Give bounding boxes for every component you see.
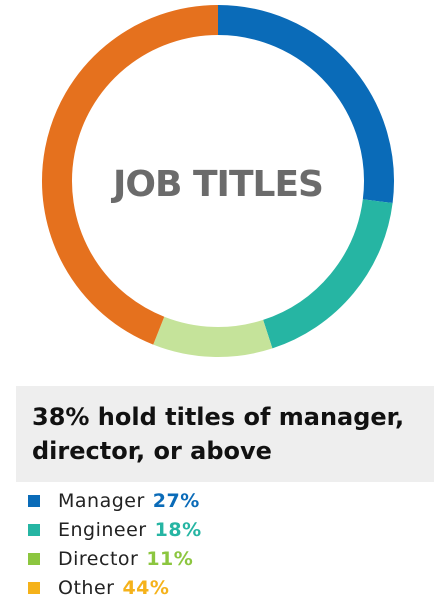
summary-line-2: director, or above xyxy=(32,437,272,465)
legend-swatch-director xyxy=(28,552,40,565)
legend-value-engineer: 18% xyxy=(154,518,202,541)
legend-swatch-engineer xyxy=(28,523,40,536)
summary-box: 38% hold titles of manager, director, or… xyxy=(16,386,434,482)
legend-item-director: Director 11% xyxy=(28,544,202,573)
legend-label-director: Director xyxy=(58,547,139,570)
legend-value-director: 11% xyxy=(146,547,194,570)
legend-value-manager: 27% xyxy=(152,489,200,512)
legend-item-engineer: Engineer 18% xyxy=(28,515,202,544)
donut-slices xyxy=(42,5,394,357)
legend-swatch-other xyxy=(28,581,40,594)
legend-value-other: 44% xyxy=(122,576,170,599)
chart-title: JOB TITLES xyxy=(110,164,323,205)
donut-chart: JOB TITLES xyxy=(42,5,394,357)
legend-item-manager: Manager 27% xyxy=(28,486,202,515)
summary-line-1: 38% hold titles of manager, xyxy=(32,403,405,431)
legend-label-manager: Manager xyxy=(58,489,145,512)
legend-item-other: Other 44% xyxy=(28,573,202,602)
legend-label-other: Other xyxy=(58,576,115,599)
donut-slice-director xyxy=(153,316,273,357)
donut-slice-manager xyxy=(217,5,394,204)
legend-label-engineer: Engineer xyxy=(58,518,147,541)
donut-slice-engineer xyxy=(262,199,393,349)
summary-text: 38% hold titles of manager, director, or… xyxy=(32,400,420,468)
donut-slice-other xyxy=(42,5,219,345)
legend-swatch-manager xyxy=(28,494,40,507)
legend: Manager 27% Engineer 18% Director 11% Ot… xyxy=(28,486,202,602)
